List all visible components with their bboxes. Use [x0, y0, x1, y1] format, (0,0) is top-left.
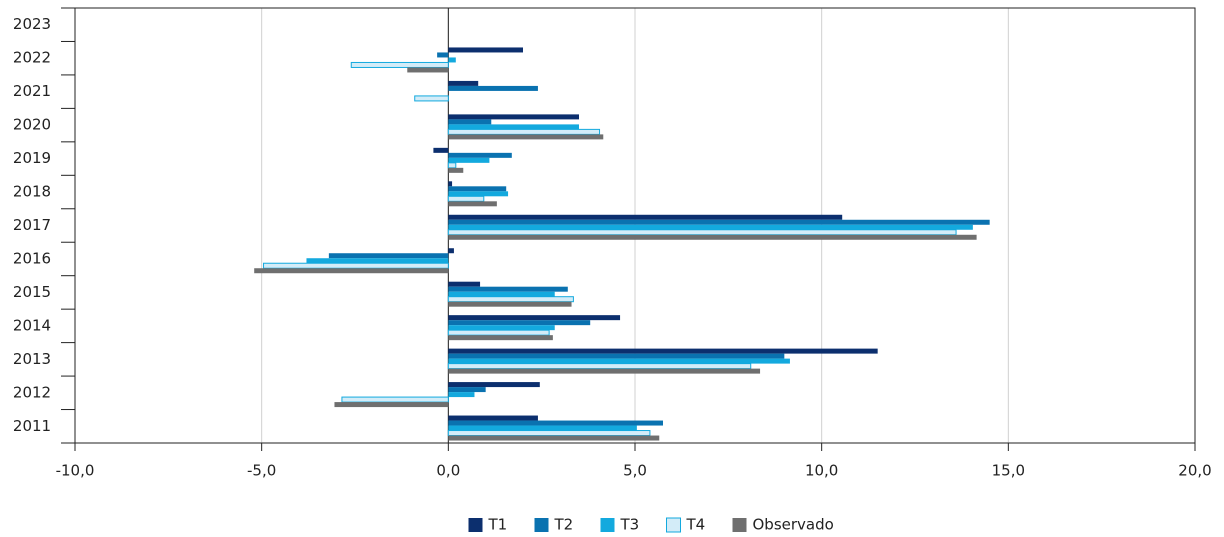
bar [448, 387, 486, 393]
bar [448, 420, 663, 426]
bar [448, 119, 492, 125]
legend-label: T2 [554, 516, 574, 534]
bar [448, 358, 790, 364]
bar [448, 415, 538, 421]
bar [448, 348, 878, 354]
bar [448, 286, 568, 292]
bar [328, 253, 449, 259]
bar [448, 124, 579, 130]
x-tick-label: 5,0 [623, 462, 647, 480]
bar [448, 114, 579, 120]
legend-label: T3 [620, 516, 640, 534]
bar [447, 229, 957, 236]
bar [448, 435, 660, 441]
y-tick-label: 2018 [13, 183, 51, 201]
legend-swatch [534, 518, 549, 532]
bar [448, 186, 507, 192]
y-tick-label: 2016 [13, 249, 51, 267]
bar [448, 80, 479, 86]
bar [448, 392, 475, 398]
bar [448, 181, 453, 187]
bar [448, 85, 538, 91]
y-tick-label: 2023 [13, 15, 51, 33]
bar [341, 396, 449, 403]
bar [448, 291, 555, 297]
legend-label: Observado [753, 516, 834, 534]
bar [448, 191, 509, 197]
bar [448, 201, 497, 207]
y-tick-label: 2017 [13, 216, 51, 234]
y-tick-label: 2020 [13, 116, 51, 134]
bar [447, 162, 457, 169]
bar [448, 315, 621, 321]
y-tick-label: 2012 [13, 383, 51, 401]
bar [447, 296, 574, 303]
y-tick-label: 2019 [13, 149, 51, 167]
bar [448, 224, 973, 230]
bar [263, 262, 449, 269]
legend-swatch [732, 518, 747, 532]
legend-swatch [468, 518, 483, 532]
x-tick-label: 20,0 [1178, 462, 1211, 480]
bar [350, 61, 449, 68]
legend-label: T4 [686, 516, 706, 534]
x-tick-label: 0,0 [436, 462, 460, 480]
bar [447, 430, 651, 437]
bar [254, 268, 449, 274]
bar [448, 57, 456, 63]
legend-swatch [666, 517, 681, 533]
bar [448, 301, 572, 307]
bar [447, 329, 550, 336]
bar [448, 234, 977, 240]
bar [447, 195, 485, 202]
bar [448, 214, 843, 220]
bar [447, 128, 601, 135]
x-tick-label: -10,0 [56, 462, 95, 480]
bar [334, 402, 449, 408]
bar [448, 353, 785, 359]
bar [448, 134, 604, 140]
x-tick-label: 10,0 [805, 462, 838, 480]
bar [407, 67, 449, 73]
bar [448, 248, 454, 254]
x-tick-label: -5,0 [247, 462, 276, 480]
bar [448, 425, 637, 431]
bar [448, 335, 553, 341]
bar [437, 52, 449, 58]
bar [433, 147, 449, 153]
y-tick-label: 2011 [13, 417, 51, 435]
legend-label: T1 [488, 516, 508, 534]
bar [448, 281, 481, 287]
bar [448, 157, 490, 163]
bar [447, 363, 752, 370]
bar [448, 47, 523, 53]
plot-frame [74, 7, 1196, 444]
bar [448, 368, 761, 374]
bar [448, 152, 512, 158]
y-tick-label: 2014 [13, 316, 51, 334]
y-tick-label: 2013 [13, 350, 51, 368]
y-tick-label: 2015 [13, 283, 51, 301]
x-tick-label: 15,0 [992, 462, 1025, 480]
bar [414, 95, 449, 102]
y-tick-label: 2022 [13, 49, 51, 67]
y-tick-label: 2021 [13, 82, 51, 100]
bar [306, 258, 449, 264]
bar [448, 320, 591, 326]
bar [448, 382, 540, 388]
bar [448, 325, 555, 331]
bar [448, 219, 990, 225]
legend-swatch [600, 518, 615, 532]
bar [448, 167, 464, 173]
